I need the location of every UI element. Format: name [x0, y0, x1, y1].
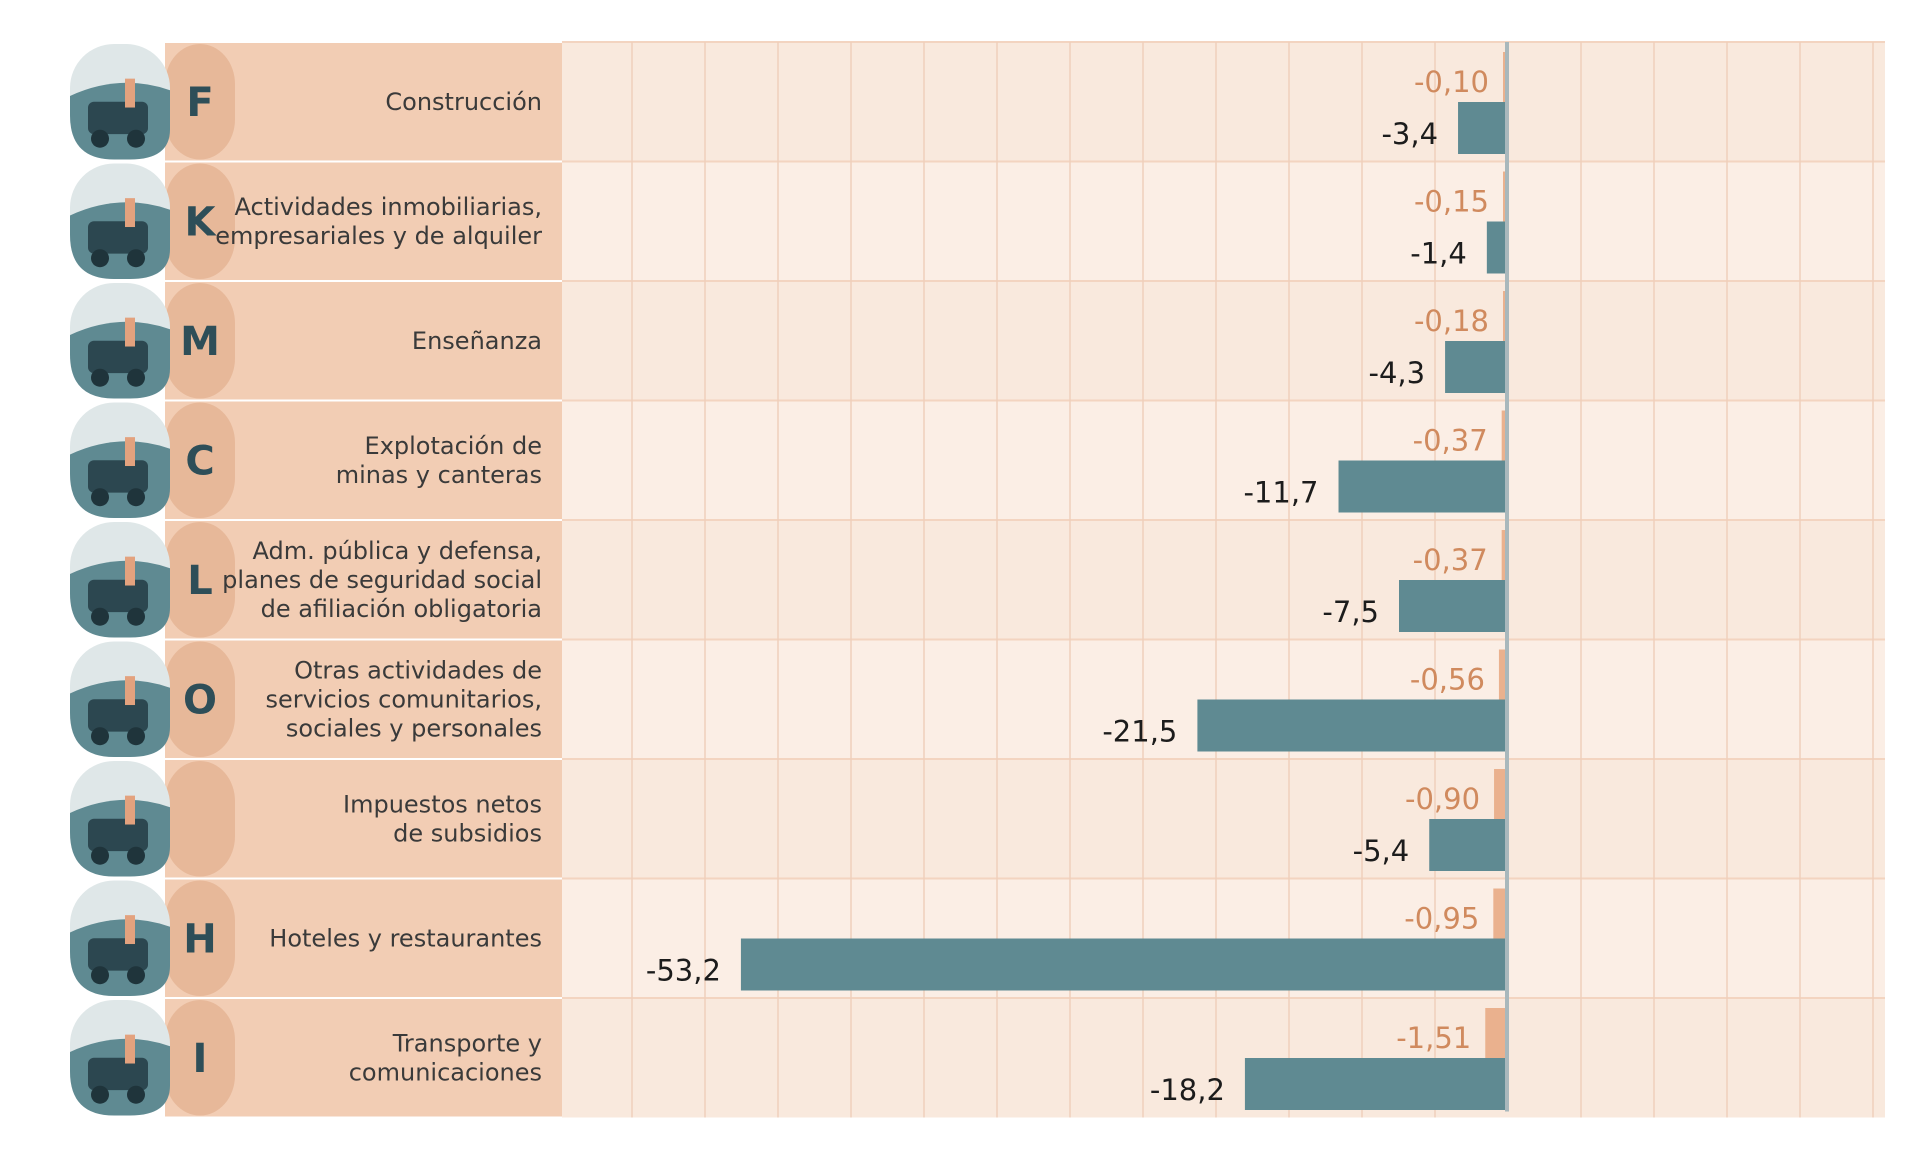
bar-small — [1494, 769, 1507, 823]
data-label-small: -0,18 — [1414, 304, 1489, 338]
bar-large — [1445, 341, 1507, 393]
row-background — [562, 520, 1885, 640]
category-label: Otras actividades de servicios comunitari… — [265, 656, 542, 742]
row-background — [562, 281, 1885, 401]
transport-bus-icon — [70, 1000, 170, 1116]
row-background — [562, 759, 1885, 879]
bar-small — [1501, 530, 1507, 584]
government-building-icon — [70, 522, 170, 638]
bar-small — [1498, 649, 1507, 704]
code-tab — [165, 522, 235, 638]
category-label: Hoteles y restaurantes — [269, 924, 542, 952]
row-background — [562, 998, 1885, 1118]
gridlines — [631, 42, 1874, 1118]
code-tab — [165, 283, 235, 399]
category-label: Impuestos netos de subsidios — [343, 790, 542, 847]
code-tab — [165, 163, 235, 279]
data-label-small: -0,90 — [1405, 782, 1480, 816]
data-label-large: -1,4 — [1410, 237, 1467, 271]
taxes-coins-icon — [70, 761, 170, 877]
bar-large — [1338, 460, 1507, 513]
mining-pump-icon — [70, 402, 170, 518]
data-label-large: -18,2 — [1150, 1073, 1225, 1107]
real-estate-key-icon — [70, 163, 170, 279]
data-label-small: -0,37 — [1413, 543, 1488, 577]
code-tab — [165, 880, 235, 996]
sector-code: L — [187, 558, 213, 604]
data-label-large: -4,3 — [1368, 356, 1425, 390]
code-tab — [165, 1000, 235, 1116]
data-label-large: -53,2 — [646, 954, 721, 988]
sector-code: K — [185, 199, 218, 245]
education-notebook-icon — [70, 283, 170, 399]
data-label-large: -3,4 — [1381, 117, 1438, 151]
category-labels — [165, 43, 562, 1117]
sector-code: C — [185, 438, 214, 484]
code-tab — [165, 761, 235, 877]
hotel-icon — [70, 880, 170, 996]
sector-code: H — [183, 916, 216, 962]
row-background — [562, 400, 1885, 520]
category-label: Transporte y comunicaciones — [349, 1029, 542, 1086]
bar-large — [1244, 1058, 1507, 1110]
bar-large — [1486, 221, 1507, 274]
community-services-icon — [70, 641, 170, 757]
bar-large — [1399, 580, 1507, 632]
bars: -0,10 -3,4 -0,15 -1,4 -0,18 -4,3 -0,37 -11,7 -0,… — [646, 52, 1507, 1110]
category-label: Explotación de minas y canteras — [336, 432, 542, 489]
data-label-small: -0,56 — [1410, 663, 1485, 697]
sector-code: O — [183, 677, 217, 723]
category-label: Actividades inmobiliarias, empresariales … — [215, 193, 542, 250]
sector-code: M — [180, 319, 220, 365]
category-label: Construcción — [385, 88, 542, 116]
construction-truck-icon — [70, 44, 170, 160]
row-background — [562, 161, 1885, 281]
data-label-small: -1,51 — [1396, 1021, 1471, 1055]
bar-large — [1429, 819, 1507, 871]
code-tab — [165, 641, 235, 757]
data-label-large: -7,5 — [1322, 595, 1379, 629]
data-label-small: -0,95 — [1404, 902, 1479, 936]
bar-small — [1493, 888, 1507, 943]
sector-code: F — [186, 80, 213, 126]
data-label-small: -0,15 — [1414, 185, 1489, 219]
bar-large — [740, 938, 1507, 991]
code-tab — [165, 402, 235, 518]
category-label: Adm. pública y defensa, planes de segurid… — [222, 537, 542, 623]
bar-large — [1458, 102, 1507, 154]
bar-large — [1197, 699, 1507, 752]
row-background — [562, 42, 1885, 162]
category-label: Enseñanza — [412, 327, 542, 355]
data-label-large: -5,4 — [1353, 834, 1410, 868]
data-label-small: -0,10 — [1414, 65, 1489, 99]
data-label-large: -11,7 — [1243, 476, 1318, 510]
sector-code: I — [193, 1036, 208, 1082]
code-tab — [165, 44, 235, 160]
bar-small — [1485, 1008, 1507, 1062]
bar-small — [1501, 410, 1507, 465]
data-label-large: -21,5 — [1102, 715, 1177, 749]
data-label-small: -0,37 — [1413, 424, 1488, 458]
